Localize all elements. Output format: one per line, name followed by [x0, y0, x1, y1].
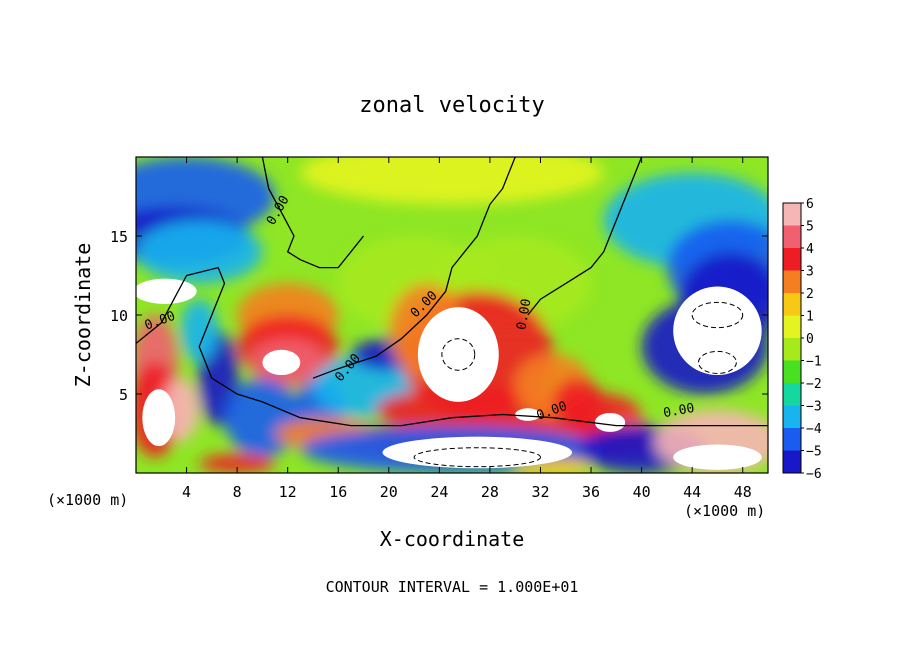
- contour-line: [136, 266, 768, 427]
- x-unit-left: (×1000 m): [47, 491, 128, 509]
- field-core: [673, 286, 762, 376]
- contour-line: [527, 157, 643, 316]
- colorbar-label: −6: [806, 467, 822, 482]
- field-core: [515, 408, 541, 421]
- colorbar: 6 5 4 3 2 1 0 −1 −2 −3 −4 −5 −6: [782, 197, 822, 482]
- colorbar-label: −4: [806, 422, 822, 437]
- colorbar-label: 2: [806, 287, 814, 302]
- colorbar-swatch: [783, 360, 801, 383]
- contour-negative: [691, 301, 744, 329]
- colorbar-swatch: [783, 428, 801, 451]
- field-blob: [136, 220, 263, 284]
- x-tick-label: 12: [279, 483, 297, 501]
- x-unit-right: (×1000 m): [684, 502, 765, 520]
- colorbar-label: −1: [806, 355, 822, 370]
- x-tick-label: 4: [182, 483, 191, 501]
- contour-label: 0.00: [514, 298, 534, 331]
- x-tick-label: 20: [380, 483, 398, 501]
- colorbar-swatch: [783, 248, 801, 271]
- colorbar-label: −2: [806, 377, 822, 392]
- y-axis-label: Z-coordinate: [71, 243, 95, 388]
- contour-label: 0.00: [662, 401, 695, 421]
- field-blob: [199, 454, 276, 473]
- x-tick-label: 36: [582, 483, 600, 501]
- chart-title: zonal velocity: [359, 93, 544, 118]
- colorbar-swatch: [783, 270, 801, 293]
- y-axis: 5 10 15: [110, 228, 768, 404]
- colorbar-label: −5: [806, 445, 822, 460]
- colorbar-swatch: [783, 293, 801, 316]
- y-tick-label: 10: [110, 307, 128, 325]
- colorbar-label: 6: [806, 197, 814, 212]
- field-core: [142, 389, 176, 447]
- colorbar-swatch: [783, 405, 801, 428]
- x-axis-label: X-coordinate: [380, 527, 525, 551]
- y-tick-label: 5: [119, 386, 128, 404]
- colorbar-label: 1: [806, 310, 814, 325]
- colorbar-swatch: [783, 225, 801, 248]
- field-core: [136, 278, 197, 304]
- x-tick-label: 28: [481, 483, 499, 501]
- colorbar-label: 0: [806, 332, 814, 347]
- contour-interval-note: CONTOUR INTERVAL = 1.000E+01: [326, 578, 579, 596]
- colorbar-label: 3: [806, 265, 814, 280]
- field-core: [262, 349, 301, 376]
- y-tick-label: 15: [110, 228, 128, 246]
- colorbar-label: 5: [806, 220, 814, 235]
- colorbar-swatch: [783, 315, 801, 338]
- contour-line: [312, 157, 516, 379]
- colorbar-label: 4: [806, 242, 814, 257]
- x-tick-label: 16: [329, 483, 347, 501]
- colorbar-swatch: [783, 450, 801, 473]
- x-tick-label: 32: [531, 483, 549, 501]
- plot-area: 0.000.000.00 0.000.00 0.000.00: [135, 156, 769, 474]
- field-core: [594, 412, 626, 432]
- colorbar-swatch: [783, 383, 801, 406]
- x-tick-label: 44: [683, 483, 701, 501]
- field-core: [382, 436, 573, 469]
- contour-line: [261, 157, 365, 269]
- field-blob: [300, 157, 604, 205]
- colorbar-swatch: [783, 203, 801, 226]
- colorbar-label: −3: [806, 400, 822, 415]
- x-tick-label: 48: [734, 483, 752, 501]
- contour-negative: [413, 447, 541, 468]
- field-blob: [180, 299, 219, 363]
- x-tick-label: 24: [430, 483, 448, 501]
- field-core: [417, 307, 499, 402]
- contour-negative: [697, 350, 737, 374]
- x-axis: 4 8 12 16 20 24 28 32 36 40 44 48: [182, 157, 752, 501]
- field-core: [673, 444, 762, 470]
- field-blob: [224, 378, 301, 458]
- x-tick-label: 8: [233, 483, 242, 501]
- contour-negative: [441, 338, 476, 371]
- x-tick-label: 40: [633, 483, 651, 501]
- colorbar-swatch: [783, 338, 801, 361]
